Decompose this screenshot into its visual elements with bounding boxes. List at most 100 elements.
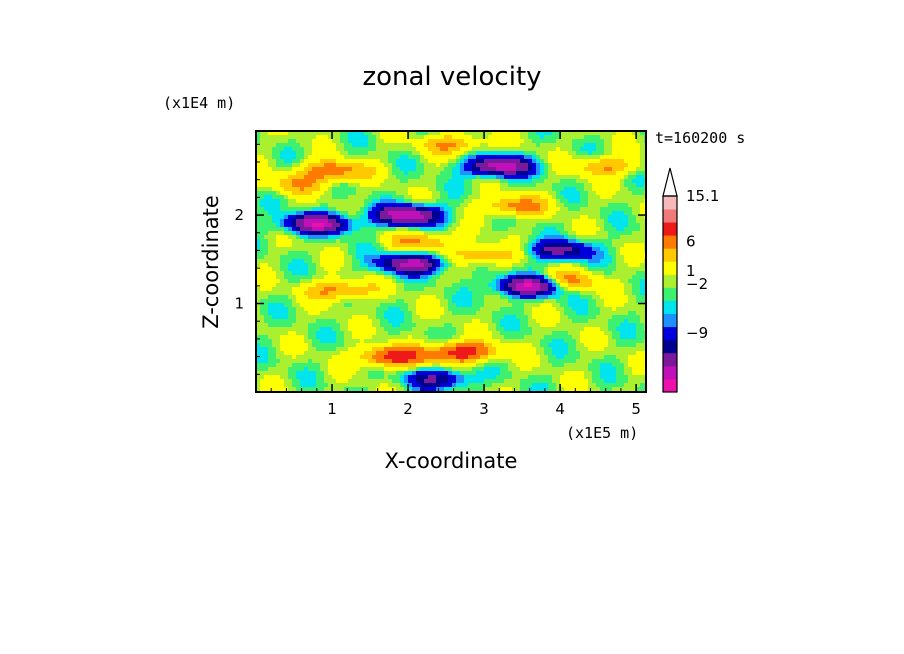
field-cell bbox=[484, 275, 489, 280]
field-cell bbox=[456, 243, 461, 248]
field-cell bbox=[424, 135, 429, 140]
field-cell bbox=[476, 291, 481, 296]
field-cell bbox=[604, 307, 609, 312]
field-cell bbox=[476, 319, 481, 324]
field-cell bbox=[632, 159, 637, 164]
field-cell bbox=[324, 267, 329, 272]
field-cell bbox=[328, 287, 333, 292]
field-cell bbox=[488, 135, 493, 140]
field-cell bbox=[372, 243, 377, 248]
field-cell bbox=[392, 331, 397, 336]
field-cell bbox=[600, 155, 605, 160]
field-cell bbox=[432, 307, 437, 312]
field-cell bbox=[352, 323, 357, 328]
field-cell bbox=[440, 275, 445, 280]
field-cell bbox=[612, 331, 617, 336]
field-cell bbox=[452, 191, 457, 196]
field-cell bbox=[380, 251, 385, 256]
field-cell bbox=[528, 327, 533, 332]
field-cell bbox=[572, 279, 577, 284]
field-cell bbox=[588, 143, 593, 148]
field-cell bbox=[612, 231, 617, 236]
field-cell bbox=[328, 143, 333, 148]
field-cell bbox=[444, 219, 449, 224]
field-cell bbox=[636, 307, 641, 312]
field-cell bbox=[276, 255, 281, 260]
field-cell bbox=[288, 151, 293, 156]
field-cell bbox=[280, 143, 285, 148]
field-cell bbox=[504, 227, 509, 232]
field-cell bbox=[420, 131, 425, 136]
field-cell bbox=[524, 283, 529, 288]
field-cell bbox=[404, 243, 409, 248]
field-cell bbox=[532, 227, 537, 232]
field-cell bbox=[280, 183, 285, 188]
field-cell bbox=[548, 259, 553, 264]
field-cell bbox=[600, 259, 605, 264]
field-cell bbox=[368, 327, 373, 332]
field-cell bbox=[460, 331, 465, 336]
field-cell bbox=[500, 263, 505, 268]
field-cell bbox=[272, 199, 277, 204]
field-cell bbox=[588, 283, 593, 288]
field-cell bbox=[636, 231, 641, 236]
field-cell bbox=[336, 159, 341, 164]
field-cell bbox=[580, 331, 585, 336]
field-cell bbox=[508, 239, 513, 244]
field-cell bbox=[628, 319, 633, 324]
field-cell bbox=[528, 183, 533, 188]
field-cell bbox=[356, 311, 361, 316]
field-cell bbox=[544, 259, 549, 264]
field-cell bbox=[572, 167, 577, 172]
field-cell bbox=[608, 199, 613, 204]
field-cell bbox=[420, 259, 425, 264]
field-cell bbox=[600, 163, 605, 168]
field-cell bbox=[548, 199, 553, 204]
field-cell bbox=[604, 275, 609, 280]
field-cell bbox=[360, 203, 365, 208]
field-cell bbox=[568, 155, 573, 160]
field-cell bbox=[608, 291, 613, 296]
field-cell bbox=[484, 147, 489, 152]
field-cell bbox=[320, 159, 325, 164]
field-cell bbox=[256, 159, 261, 164]
field-cell bbox=[512, 207, 517, 212]
field-cell bbox=[284, 143, 289, 148]
field-cell bbox=[388, 183, 393, 188]
field-cell bbox=[416, 303, 421, 308]
field-cell bbox=[484, 239, 489, 244]
field-cell bbox=[640, 219, 645, 224]
field-cell bbox=[340, 255, 345, 260]
field-cell bbox=[324, 159, 329, 164]
field-cell bbox=[520, 303, 525, 308]
field-cell bbox=[440, 255, 445, 260]
field-cell bbox=[368, 287, 373, 292]
field-cell bbox=[308, 291, 313, 296]
field-cell bbox=[592, 167, 597, 172]
field-cell bbox=[432, 331, 437, 336]
field-cell bbox=[364, 179, 369, 184]
field-cell bbox=[572, 239, 577, 244]
field-cell bbox=[276, 311, 281, 316]
field-cell bbox=[640, 295, 645, 300]
field-cell bbox=[568, 147, 573, 152]
field-cell bbox=[456, 159, 461, 164]
field-cell bbox=[636, 255, 641, 260]
field-cell bbox=[364, 223, 369, 228]
field-cell bbox=[348, 163, 353, 168]
field-cell bbox=[624, 159, 629, 164]
field-cell bbox=[256, 307, 261, 312]
field-cell bbox=[452, 163, 457, 168]
field-cell bbox=[392, 327, 397, 332]
field-cell bbox=[372, 167, 377, 172]
field-cell bbox=[564, 315, 569, 320]
field-cell bbox=[508, 315, 513, 320]
field-cell bbox=[300, 235, 305, 240]
field-cell bbox=[380, 227, 385, 232]
field-cell bbox=[308, 155, 313, 160]
field-cell bbox=[608, 219, 613, 224]
field-cell bbox=[356, 227, 361, 232]
field-cell bbox=[468, 195, 473, 200]
field-cell bbox=[280, 219, 285, 224]
field-cell bbox=[456, 275, 461, 280]
